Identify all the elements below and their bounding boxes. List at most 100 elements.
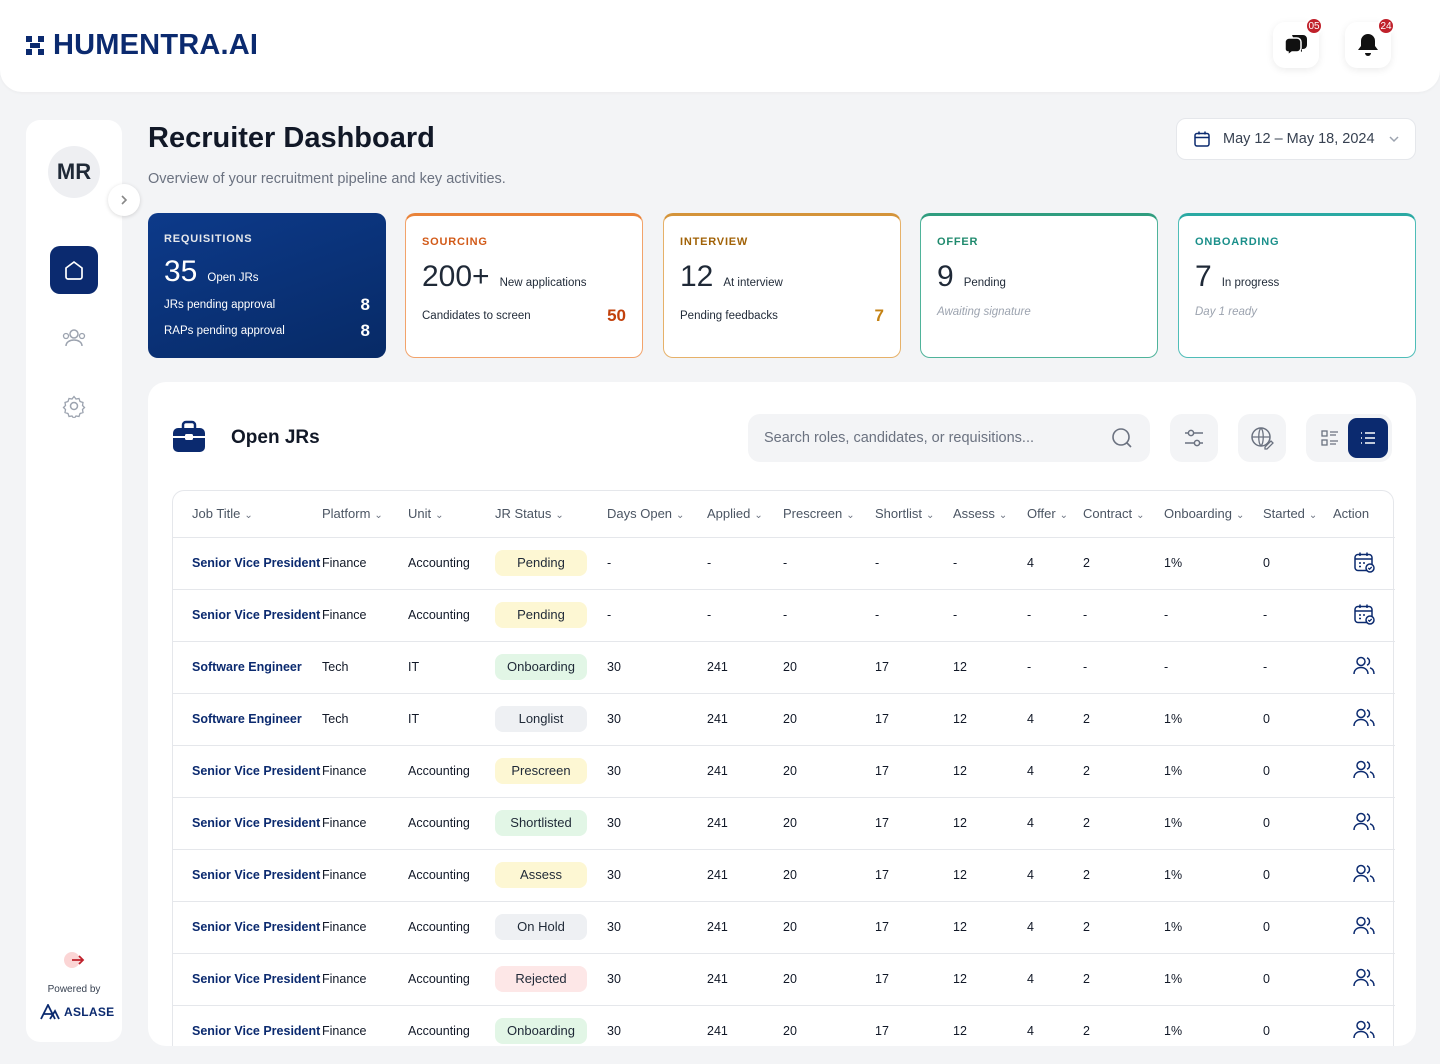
table-row[interactable]: Senior Vice President Finance Accounting Pe… bbox=[173, 589, 1395, 642]
applied-cell: - bbox=[707, 537, 783, 590]
action-cell bbox=[1333, 901, 1395, 954]
users-icon[interactable] bbox=[1352, 810, 1376, 837]
shortlist-cell: 17 bbox=[875, 693, 953, 746]
shortlist-cell: 17 bbox=[875, 1005, 953, 1046]
applied-cell: - bbox=[707, 589, 783, 642]
column-header-jr-status[interactable]: JR Status ⌄ bbox=[495, 491, 607, 538]
users-icon[interactable] bbox=[1352, 758, 1376, 785]
users-icon[interactable] bbox=[1352, 1018, 1376, 1045]
card-row-label: JRs pending approval bbox=[164, 299, 276, 311]
platform-cell: Tech bbox=[322, 693, 408, 746]
logout-button[interactable] bbox=[62, 948, 86, 977]
applied-cell: 241 bbox=[707, 849, 783, 902]
column-header-label: Prescreen bbox=[783, 506, 843, 522]
messages-button[interactable]: 05 bbox=[1273, 17, 1323, 68]
started-cell: 0 bbox=[1263, 953, 1333, 1006]
status-badge: Rejected bbox=[495, 966, 587, 992]
users-icon[interactable] bbox=[1352, 862, 1376, 889]
job-title-cell: Senior Vice President bbox=[173, 537, 322, 590]
onboarding-cell: - bbox=[1164, 641, 1263, 694]
assess-cell: 12 bbox=[953, 693, 1027, 746]
date-range-picker[interactable]: May 12 – May 18, 2024 bbox=[1176, 118, 1416, 160]
status-cell: On Hold bbox=[495, 901, 607, 954]
platform-cell: Tech bbox=[322, 641, 408, 694]
table-row[interactable]: Senior Vice President Finance Accounting On… bbox=[173, 901, 1395, 954]
search-icon[interactable] bbox=[1110, 426, 1134, 450]
sourcing-card[interactable]: SOURCING 200+ New applications Candidates… bbox=[405, 213, 643, 358]
action-cell bbox=[1333, 589, 1395, 642]
chevron-down-icon: ⌄ bbox=[374, 510, 383, 522]
bell-icon bbox=[1358, 34, 1378, 56]
card-number: 7 bbox=[1195, 260, 1212, 293]
contract-cell: 2 bbox=[1083, 537, 1164, 590]
calendar-icon bbox=[1194, 131, 1210, 147]
users-icon[interactable] bbox=[1352, 654, 1376, 681]
assess-cell: 12 bbox=[953, 849, 1027, 902]
interview-card[interactable]: INTERVIEW 12 At interview Pending feedbac… bbox=[663, 213, 901, 358]
table-row[interactable]: Senior Vice President Finance Accounting Sh… bbox=[173, 797, 1395, 850]
notifications-button[interactable]: 24 bbox=[1345, 17, 1395, 68]
table-row[interactable]: Senior Vice President Finance Accounting On… bbox=[173, 1005, 1395, 1046]
requisitions-card[interactable]: REQUISITIONS 35 Open JRs JRs pending app… bbox=[148, 213, 386, 358]
prescreen-cell: - bbox=[783, 537, 875, 590]
table-row[interactable]: Software Engineer Tech IT Onboarding 30 241 20… bbox=[173, 641, 1395, 694]
grid-view-button[interactable] bbox=[1310, 418, 1350, 458]
column-header-label: Platform bbox=[322, 506, 371, 522]
list-view-button[interactable] bbox=[1348, 418, 1388, 458]
offer-cell: 4 bbox=[1027, 901, 1083, 954]
contract-cell: - bbox=[1083, 641, 1164, 694]
column-header-action[interactable]: Action bbox=[1333, 491, 1395, 538]
column-header-offer[interactable]: Offer ⌄ bbox=[1027, 491, 1083, 538]
onboarding-card[interactable]: ONBOARDING 7 In progress Day 1 ready bbox=[1178, 213, 1416, 358]
job-title-cell: Senior Vice President bbox=[173, 1005, 322, 1046]
chevron-down-icon: ⌄ bbox=[676, 510, 685, 522]
calendar-check-icon[interactable] bbox=[1352, 550, 1376, 577]
column-header-platform[interactable]: Platform ⌄ bbox=[322, 491, 408, 538]
globe-settings-button[interactable] bbox=[1238, 414, 1286, 462]
table-row[interactable]: Senior Vice President Finance Accounting Pe… bbox=[173, 537, 1395, 590]
days-cell: - bbox=[607, 589, 707, 642]
chevron-down-icon: ⌄ bbox=[555, 510, 564, 522]
search-input[interactable]: Search roles, candidates, or requisition… bbox=[748, 414, 1150, 462]
brand-logo[interactable]: HUMENTRA.AI bbox=[25, 29, 258, 62]
onboarding-cell: 1% bbox=[1164, 1005, 1263, 1046]
sidebar-item-settings[interactable] bbox=[50, 382, 98, 430]
shortlist-cell: 17 bbox=[875, 641, 953, 694]
column-header-days-open[interactable]: Days Open ⌄ bbox=[607, 491, 707, 538]
column-header-prescreen[interactable]: Prescreen ⌄ bbox=[783, 491, 875, 538]
column-header-assess[interactable]: Assess ⌄ bbox=[953, 491, 1027, 538]
status-badge: On Hold bbox=[495, 914, 587, 940]
contract-cell: 2 bbox=[1083, 693, 1164, 746]
table-row[interactable]: Senior Vice President Finance Accounting As… bbox=[173, 849, 1395, 902]
table-row[interactable]: Senior Vice President Finance Accounting Pr… bbox=[173, 745, 1395, 798]
column-header-contract[interactable]: Contract ⌄ bbox=[1083, 491, 1164, 538]
assess-cell: 12 bbox=[953, 953, 1027, 1006]
table-row[interactable]: Software Engineer Tech IT Longlist 30 241 20 17… bbox=[173, 693, 1395, 746]
sidebar-collapse-button[interactable] bbox=[108, 184, 140, 216]
users-icon[interactable] bbox=[1352, 966, 1376, 993]
sidebar-item-candidates[interactable] bbox=[50, 314, 98, 362]
column-header-applied[interactable]: Applied ⌄ bbox=[707, 491, 783, 538]
calendar-check-icon[interactable] bbox=[1352, 602, 1376, 629]
action-cell bbox=[1333, 537, 1395, 590]
table-row[interactable]: Senior Vice President Finance Accounting Re… bbox=[173, 953, 1395, 1006]
users-icon[interactable] bbox=[1352, 914, 1376, 941]
job-title-cell: Software Engineer bbox=[173, 641, 322, 694]
column-header-job-title[interactable]: Job Title ⌄ bbox=[173, 491, 322, 538]
onboarding-cell: 1% bbox=[1164, 953, 1263, 1006]
offer-card[interactable]: OFFER 9 Pending Awaiting signature bbox=[920, 213, 1158, 358]
avatar[interactable]: MR bbox=[48, 146, 100, 198]
prescreen-cell: 20 bbox=[783, 1005, 875, 1046]
applied-cell: 241 bbox=[707, 693, 783, 746]
card-label: OFFER bbox=[937, 236, 979, 248]
column-header-unit[interactable]: Unit ⌄ bbox=[408, 491, 495, 538]
status-cell: Prescreen bbox=[495, 745, 607, 798]
column-header-label: Contract bbox=[1083, 506, 1133, 522]
sidebar-item-home[interactable] bbox=[50, 246, 98, 294]
column-header-onboarding[interactable]: Onboarding ⌄ bbox=[1164, 491, 1263, 538]
column-header-shortlist[interactable]: Shortlist ⌄ bbox=[875, 491, 953, 538]
filter-button[interactable] bbox=[1170, 414, 1218, 462]
users-icon[interactable] bbox=[1352, 706, 1376, 733]
column-header-started[interactable]: Started ⌄ bbox=[1263, 491, 1333, 538]
days-cell: 30 bbox=[607, 693, 707, 746]
